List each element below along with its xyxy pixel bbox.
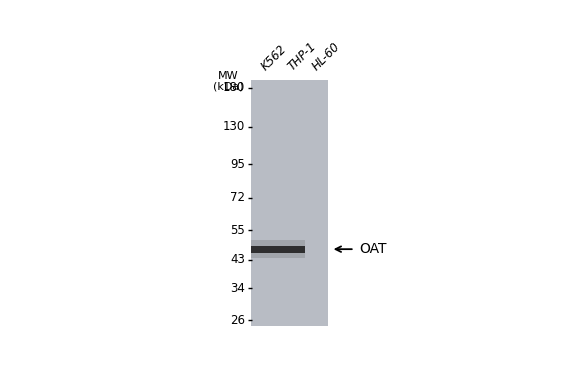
Text: 34: 34 xyxy=(230,282,245,294)
Text: 180: 180 xyxy=(223,81,245,94)
Text: (kDa): (kDa) xyxy=(213,82,244,92)
Text: MW: MW xyxy=(218,71,239,81)
Bar xyxy=(251,246,305,253)
Text: 130: 130 xyxy=(223,120,245,133)
Text: THP-1: THP-1 xyxy=(286,40,319,73)
Text: HL-60: HL-60 xyxy=(310,40,342,73)
Text: 43: 43 xyxy=(230,253,245,266)
Bar xyxy=(251,80,328,326)
Text: 26: 26 xyxy=(230,314,245,327)
Text: 72: 72 xyxy=(230,191,245,204)
Text: K562: K562 xyxy=(258,42,289,73)
Bar xyxy=(251,240,305,258)
Text: 55: 55 xyxy=(230,224,245,237)
Text: OAT: OAT xyxy=(359,242,386,256)
Text: 95: 95 xyxy=(230,158,245,171)
